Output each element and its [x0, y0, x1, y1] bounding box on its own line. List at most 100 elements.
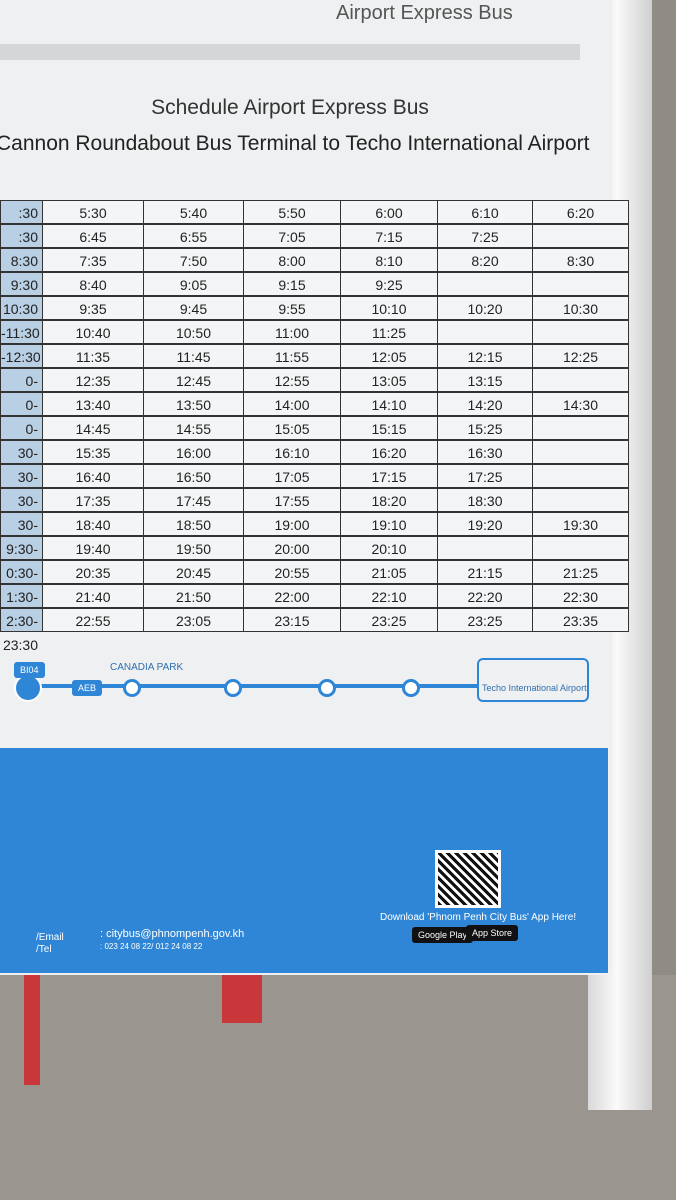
departure-cell: 15:05: [243, 416, 341, 440]
route-line: [30, 684, 478, 688]
time-range-cell: 30-17:30: [0, 464, 43, 509]
departure-cell: 18:50: [143, 512, 244, 536]
departure-cell: 11:55: [243, 344, 341, 368]
email: : citybus@phnompenh.gov.kh: [100, 928, 245, 940]
time-range-cell: 2:30-23:30: [0, 608, 43, 653]
departure-cell: 20:00: [243, 536, 341, 560]
departure-cell: 16:10: [243, 440, 341, 464]
app-store: App Store: [466, 925, 519, 941]
departure-cell: 23:35: [532, 608, 629, 632]
stop: [123, 679, 141, 697]
departure-cell: 8:00: [243, 248, 341, 272]
departure-cell: 9:05: [143, 272, 244, 296]
route-line-code: AEB: [72, 680, 103, 696]
departure-cell: 22:00: [243, 584, 341, 608]
departure-cell: 8:40: [42, 272, 144, 296]
stop-label: CANADIA PARK: [110, 662, 184, 673]
departure-cell: 5:40: [143, 200, 244, 224]
departure-cell: 17:25: [437, 464, 533, 488]
departure-cell: 11:00: [243, 320, 341, 344]
departure-cell: 18:30: [437, 488, 533, 512]
departure-cell: 7:50: [143, 248, 244, 272]
departure-cell: 9:15: [243, 272, 341, 296]
time-range-cell: 9:30-20:30: [0, 536, 43, 581]
departure-cell: [532, 368, 629, 392]
stop: [318, 679, 336, 697]
route-start: BI04: [14, 662, 45, 678]
departure-cell: 12:45: [143, 368, 244, 392]
departure-cell: 8:10: [340, 248, 438, 272]
departure-cell: 17:05: [243, 464, 341, 488]
departure-cell: 14:45: [42, 416, 144, 440]
email-label: /Email: [36, 932, 64, 943]
departure-cell: 22:30: [532, 584, 629, 608]
stop: [402, 679, 420, 697]
departure-cell: 19:10: [340, 512, 438, 536]
departure-cell: 14:20: [437, 392, 533, 416]
time-range-cell: 0-15:30: [0, 416, 43, 461]
departure-cell: 8:20: [437, 248, 533, 272]
departure-cell: [532, 272, 629, 296]
departure-cell: 7:35: [42, 248, 144, 272]
departure-cell: 7:15: [340, 224, 438, 248]
departure-cell: 17:15: [340, 464, 438, 488]
departure-cell: 14:10: [340, 392, 438, 416]
departure-cell: 22:10: [340, 584, 438, 608]
departure-cell: 20:45: [143, 560, 244, 584]
departure-cell: 11:35: [42, 344, 144, 368]
departure-cell: 19:20: [437, 512, 533, 536]
google-play: Google Play: [412, 927, 474, 943]
departure-cell: 6:00: [340, 200, 438, 224]
departure-cell: [532, 536, 629, 560]
departure-cell: 12:05: [340, 344, 438, 368]
departure-cell: 15:15: [340, 416, 438, 440]
departure-cell: 16:20: [340, 440, 438, 464]
departure-cell: 6:45: [42, 224, 144, 248]
departure-cell: [532, 416, 629, 440]
airport-box: [477, 658, 589, 702]
time-range-cell: 10:30: [0, 296, 43, 320]
departure-cell: 23:25: [437, 608, 533, 632]
departure-cell: 6:10: [437, 200, 533, 224]
departure-cell: 9:45: [143, 296, 244, 320]
tel-label: /Tel: [36, 944, 52, 955]
departure-cell: 23:25: [340, 608, 438, 632]
time-range-cell: -12:30: [0, 344, 43, 368]
departure-cell: 14:30: [532, 392, 629, 416]
departure-cell: 16:40: [42, 464, 144, 488]
departure-cell: 15:35: [42, 440, 144, 464]
brand: Airport Express Bus: [336, 2, 513, 24]
departure-cell: 16:00: [143, 440, 244, 464]
departure-cell: 10:20: [437, 296, 533, 320]
departure-cell: [437, 320, 533, 344]
departure-cell: 18:40: [42, 512, 144, 536]
time-range-cell: 0-14:30: [0, 392, 43, 437]
time-range-cell: 8:30: [0, 248, 43, 272]
departure-cell: [532, 224, 629, 248]
departure-cell: 21:05: [340, 560, 438, 584]
departure-cell: 21:40: [42, 584, 144, 608]
departure-cell: 8:30: [532, 248, 629, 272]
departure-cell: 9:55: [243, 296, 341, 320]
time-range-cell: 0-13:30: [0, 368, 43, 413]
departure-cell: 17:45: [143, 488, 244, 512]
departure-cell: 14:00: [243, 392, 341, 416]
departure-cell: 23:05: [143, 608, 244, 632]
airport-label: Techo International Airport: [482, 683, 587, 693]
departure-cell: [437, 272, 533, 296]
departure-cell: [532, 464, 629, 488]
khmer-heading: [0, 44, 580, 60]
departure-cell: 19:30: [532, 512, 629, 536]
departure-cell: 19:40: [42, 536, 144, 560]
departure-cell: 10:50: [143, 320, 244, 344]
departure-cell: 12:35: [42, 368, 144, 392]
time-range-cell: 1:30-22:30: [0, 584, 43, 629]
title: Schedule Airport Express Bus: [151, 96, 429, 119]
departure-cell: 6:20: [532, 200, 629, 224]
departure-cell: 17:55: [243, 488, 341, 512]
stand-leg: [24, 975, 40, 1085]
stop: [224, 679, 242, 697]
departure-cell: 10:10: [340, 296, 438, 320]
time-range-cell: :30: [0, 224, 43, 248]
